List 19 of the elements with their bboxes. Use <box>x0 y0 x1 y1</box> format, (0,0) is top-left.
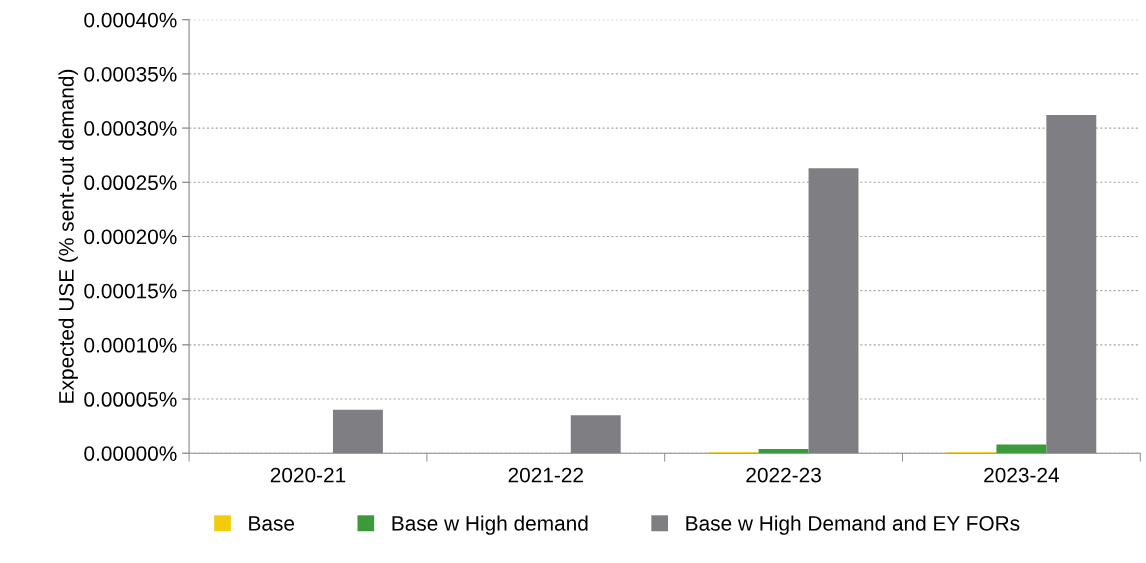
legend-label: Base w High Demand and EY FORs <box>686 515 1020 535</box>
x-tick-label: 2021-22 <box>508 467 583 483</box>
x-tick-label: 2020-21 <box>270 467 346 483</box>
y-tick-label: 0.00015% <box>84 283 177 299</box>
y-tick-label: 0.00005% <box>84 392 177 407</box>
bar <box>758 448 809 454</box>
y-tick-label: 0.00000% <box>84 446 177 461</box>
y-tick-label: 0.00025% <box>84 175 177 191</box>
legend-label: Base w High demand <box>392 515 588 535</box>
y-tick-label: 0.00035% <box>84 66 177 82</box>
x-tick-label: 2023-24 <box>984 467 1059 483</box>
y-tick-label: 0.00020% <box>84 229 177 245</box>
y-tick-label: 0.00010% <box>84 337 177 353</box>
y-tick-label: 0.00040% <box>84 12 177 28</box>
legend-label: Base <box>249 516 295 531</box>
x-tick-label: 2022-23 <box>746 467 821 483</box>
y-axis-title: Expected USE (% sent-out demand) <box>58 69 78 403</box>
y-tick-label: 0.00030% <box>84 121 177 136</box>
bar <box>996 444 1047 454</box>
